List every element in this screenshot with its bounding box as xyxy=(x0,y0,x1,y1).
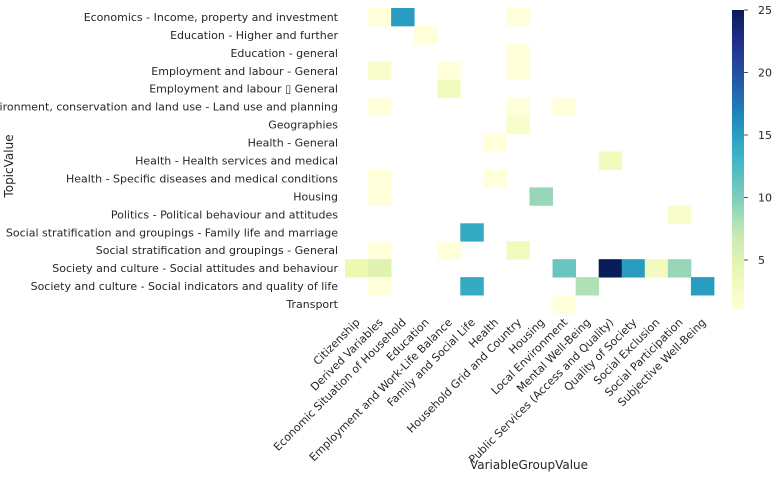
heatmap-cell xyxy=(667,205,692,224)
heatmap-cell xyxy=(368,169,392,188)
heatmap-cell xyxy=(529,187,553,206)
colorbar-tick-label: 25 xyxy=(758,4,772,17)
y-axis-label: TopicValue xyxy=(2,134,16,198)
y-tick-label: Education - Higher and further xyxy=(170,29,338,42)
heatmap-cell xyxy=(460,277,484,296)
heatmap-cell xyxy=(414,25,438,45)
colorbar-tick-label: 15 xyxy=(758,129,772,142)
heatmap-cell xyxy=(437,61,461,81)
x-axis-label: VariableGroupValue xyxy=(470,458,588,472)
y-tick-label: Politics - Political behaviour and attit… xyxy=(111,208,338,221)
heatmap-cell xyxy=(460,223,484,242)
colorbar xyxy=(732,10,744,310)
y-tick-label: Employment and labour - General xyxy=(151,65,338,78)
heatmap-cell xyxy=(391,8,415,27)
heatmap-cells xyxy=(345,8,715,314)
heatmap-cell xyxy=(345,259,369,278)
heatmap-cell xyxy=(506,97,530,117)
y-tick-label: Health - Health services and medical xyxy=(135,155,338,168)
heatmap-cell xyxy=(667,259,692,278)
heatmap-cell xyxy=(506,43,530,63)
heatmap-cell xyxy=(506,8,530,27)
heatmap-cell xyxy=(690,277,715,296)
heatmap-cell xyxy=(368,259,392,278)
heatmap-cell xyxy=(644,259,669,278)
heatmap-cell xyxy=(552,259,577,278)
colorbar-tick-label: 10 xyxy=(758,192,772,205)
y-tick-label: Health - General xyxy=(248,137,338,150)
heatmap-cell xyxy=(598,259,623,278)
y-tick-label: Geographies xyxy=(268,119,338,132)
heatmap-cell xyxy=(368,187,392,206)
heatmap-cell xyxy=(552,97,577,117)
y-tick-label: Health - Specific diseases and medical c… xyxy=(66,172,338,185)
y-tick-label: Employment and labour ▯ General xyxy=(149,83,338,96)
heatmap-cell xyxy=(483,169,507,188)
y-tick-label: Transport xyxy=(285,298,338,311)
y-tick-label: Social stratification and groupings - Fa… xyxy=(6,226,338,239)
heatmap-cell xyxy=(437,241,461,260)
y-tick-label: Society and culture - Social indicators … xyxy=(31,280,339,293)
heatmap-cell xyxy=(368,241,392,260)
heatmap-cell xyxy=(506,241,530,260)
heatmap-cell xyxy=(598,151,623,170)
colorbar-ticks: 5 10 15 20 25 xyxy=(744,4,772,267)
heatmap-cell xyxy=(368,277,392,296)
heatmap-cell xyxy=(368,61,392,81)
heatmap-cell xyxy=(621,259,646,278)
heatmap-cell xyxy=(437,79,461,99)
y-tick-label: Education - general xyxy=(230,47,338,60)
y-tick-label: Social stratification and groupings - Ge… xyxy=(96,244,338,257)
y-tick-label: Society and culture - Social attitudes a… xyxy=(52,262,338,275)
y-tick-label: Economics - Income, property and investm… xyxy=(84,11,339,24)
heatmap-cell xyxy=(368,97,392,117)
y-tick-label: Housing xyxy=(293,190,338,203)
heatmap-cell xyxy=(368,8,392,27)
heatmap-cell xyxy=(506,61,530,81)
heatmap-cell xyxy=(575,277,600,296)
colorbar-tick-label: 5 xyxy=(758,254,765,267)
heatmap-cell xyxy=(483,133,507,152)
y-tick-labels: Economics - Income, property and investm… xyxy=(0,11,339,311)
heatmap-cell xyxy=(552,295,577,314)
y-tick-label: Environment, conservation and land use -… xyxy=(0,101,338,114)
heatmap-cell xyxy=(506,115,530,134)
colorbar-tick-label: 20 xyxy=(758,67,772,80)
